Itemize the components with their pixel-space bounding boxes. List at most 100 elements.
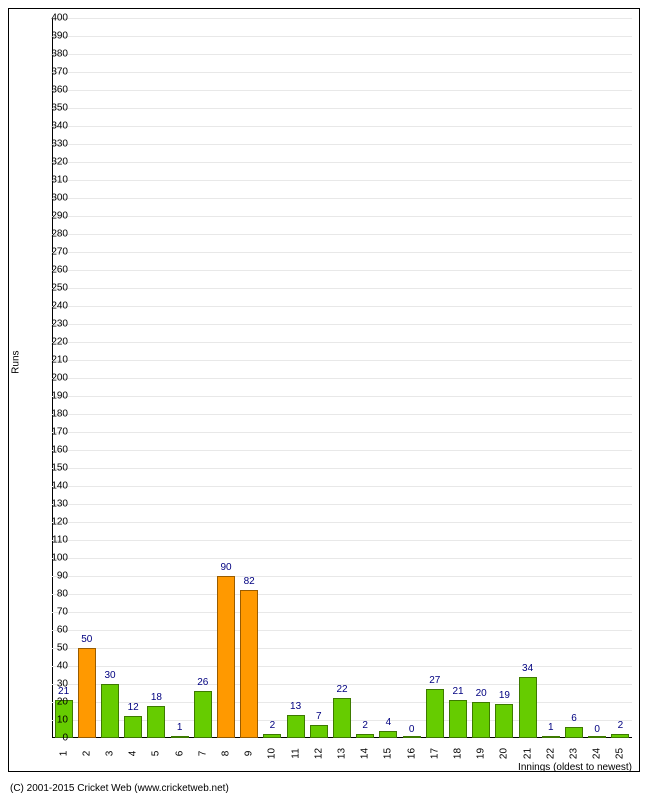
- y-tick-label: 260: [51, 265, 68, 276]
- x-tick-label: 16: [406, 744, 417, 764]
- bar-value-label: 1: [177, 722, 183, 733]
- y-tick-label: 20: [57, 697, 68, 708]
- gridline: [52, 612, 632, 613]
- y-tick-label: 340: [51, 121, 68, 132]
- gridline: [52, 594, 632, 595]
- bar-value-label: 2: [618, 720, 624, 731]
- bar-value-label: 82: [244, 576, 255, 587]
- gridline: [52, 108, 632, 109]
- gridline: [52, 630, 632, 631]
- gridline: [52, 360, 632, 361]
- x-tick-label: 17: [429, 744, 440, 764]
- bar-value-label: 12: [128, 702, 139, 713]
- bar: [217, 576, 235, 738]
- x-tick-label: 14: [360, 744, 371, 764]
- y-tick-label: 10: [57, 715, 68, 726]
- footer-text: (C) 2001-2015 Cricket Web (www.cricketwe…: [10, 783, 229, 794]
- bar: [403, 736, 421, 738]
- y-tick-label: 310: [51, 175, 68, 186]
- y-axis-title: Runs: [11, 350, 22, 373]
- x-tick-label: 8: [221, 744, 232, 764]
- y-tick-label: 170: [51, 427, 68, 438]
- y-tick-label: 380: [51, 49, 68, 60]
- y-tick-label: 200: [51, 373, 68, 384]
- x-tick-label: 10: [267, 744, 278, 764]
- gridline: [52, 180, 632, 181]
- x-tick-label: 2: [81, 744, 92, 764]
- y-tick-label: 80: [57, 589, 68, 600]
- x-tick-label: 19: [476, 744, 487, 764]
- bar: [611, 734, 629, 738]
- x-tick-label: 11: [290, 744, 301, 764]
- gridline: [52, 216, 632, 217]
- x-tick-label: 20: [499, 744, 510, 764]
- y-tick-label: 160: [51, 445, 68, 456]
- y-tick-label: 230: [51, 319, 68, 330]
- gridline: [52, 378, 632, 379]
- gridline: [52, 666, 632, 667]
- bar: [310, 725, 328, 738]
- bar: [263, 734, 281, 738]
- y-tick-label: 330: [51, 139, 68, 150]
- x-tick-label: 6: [174, 744, 185, 764]
- y-tick-label: 300: [51, 193, 68, 204]
- y-tick-label: 210: [51, 355, 68, 366]
- bar-value-label: 0: [409, 724, 415, 735]
- x-tick-label: 22: [545, 744, 556, 764]
- y-tick-label: 180: [51, 409, 68, 420]
- bar: [379, 731, 397, 738]
- bar-value-label: 26: [197, 677, 208, 688]
- bar: [147, 706, 165, 738]
- gridline: [52, 90, 632, 91]
- y-tick-label: 350: [51, 103, 68, 114]
- bar: [287, 715, 305, 738]
- gridline: [52, 18, 632, 19]
- bar-value-label: 1: [548, 722, 554, 733]
- y-tick-label: 370: [51, 67, 68, 78]
- y-tick-label: 400: [51, 13, 68, 24]
- gridline: [52, 396, 632, 397]
- bar: [194, 691, 212, 738]
- y-tick-label: 150: [51, 463, 68, 474]
- y-tick-label: 120: [51, 517, 68, 528]
- x-tick-label: 12: [313, 744, 324, 764]
- y-tick-label: 250: [51, 283, 68, 294]
- gridline: [52, 306, 632, 307]
- gridline: [52, 252, 632, 253]
- bar-value-label: 0: [594, 724, 600, 735]
- gridline: [52, 270, 632, 271]
- x-tick-label: 21: [522, 744, 533, 764]
- bar: [542, 736, 560, 738]
- bar: [426, 689, 444, 738]
- x-tick-label: 23: [569, 744, 580, 764]
- x-tick-label: 3: [105, 744, 116, 764]
- bar-value-label: 22: [336, 684, 347, 695]
- x-tick-label: 1: [58, 744, 69, 764]
- bar: [356, 734, 374, 738]
- gridline: [52, 234, 632, 235]
- y-tick-label: 40: [57, 661, 68, 672]
- bar-value-label: 6: [571, 713, 577, 724]
- bar-value-label: 7: [316, 711, 322, 722]
- x-tick-label: 18: [453, 744, 464, 764]
- x-tick-label: 5: [151, 744, 162, 764]
- gridline: [52, 36, 632, 37]
- y-tick-label: 70: [57, 607, 68, 618]
- plot-area: [52, 18, 632, 738]
- bar-value-label: 4: [386, 717, 392, 728]
- gridline: [52, 162, 632, 163]
- bar: [519, 677, 537, 738]
- bar-value-label: 50: [81, 634, 92, 645]
- bar-value-label: 20: [476, 688, 487, 699]
- x-tick-label: 13: [337, 744, 348, 764]
- gridline: [52, 576, 632, 577]
- gridline: [52, 522, 632, 523]
- y-tick-label: 270: [51, 247, 68, 258]
- bar: [495, 704, 513, 738]
- gridline: [52, 324, 632, 325]
- gridline: [52, 486, 632, 487]
- bar-value-label: 18: [151, 692, 162, 703]
- gridline: [52, 540, 632, 541]
- bar: [333, 698, 351, 738]
- y-tick-label: 280: [51, 229, 68, 240]
